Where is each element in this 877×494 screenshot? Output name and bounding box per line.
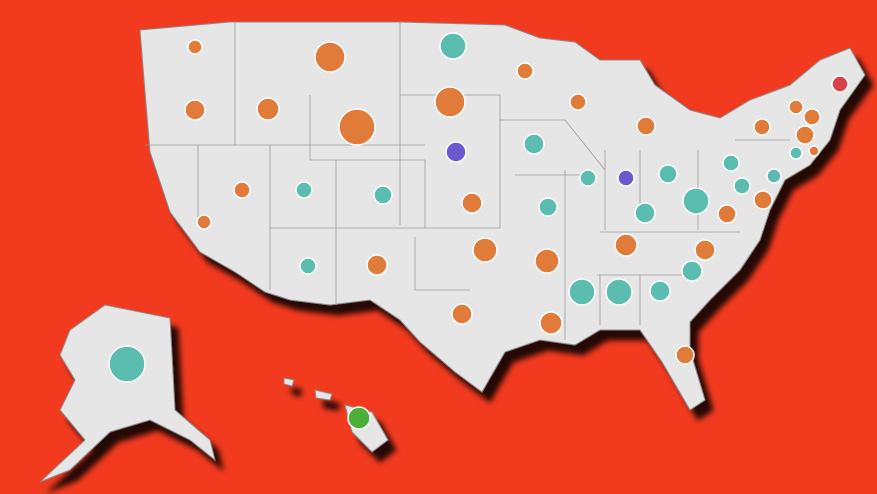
bubble	[682, 187, 710, 215]
bubble	[795, 125, 815, 145]
bubble	[347, 406, 371, 430]
bubble	[617, 169, 635, 187]
bubble	[568, 278, 596, 306]
bubble	[445, 141, 467, 163]
lower-48	[139, 21, 866, 411]
bubble	[753, 118, 771, 136]
alaska	[39, 304, 216, 483]
bubble	[233, 181, 251, 199]
bubble	[579, 169, 597, 187]
bubble	[539, 311, 563, 335]
bubble	[694, 239, 716, 261]
bubble	[717, 204, 737, 224]
bubble	[472, 237, 498, 263]
bubble	[569, 93, 587, 111]
bubble	[614, 233, 638, 257]
bubble	[187, 39, 203, 55]
bubble	[605, 278, 633, 306]
bubble	[634, 202, 656, 224]
bubble	[649, 280, 671, 302]
bubble	[461, 192, 483, 214]
bubbles	[108, 32, 849, 430]
bubble	[314, 41, 346, 73]
bubble	[808, 145, 820, 157]
bubble	[295, 181, 313, 199]
bubble	[439, 32, 467, 60]
bubble	[196, 214, 212, 230]
bubble	[256, 97, 280, 121]
bubble	[803, 108, 821, 126]
bubble	[789, 146, 803, 160]
bubble	[184, 99, 206, 121]
bubble	[658, 164, 678, 184]
bubble	[366, 254, 388, 276]
bubble	[722, 154, 740, 172]
bubble	[373, 185, 393, 205]
bubble	[753, 190, 773, 210]
bubble	[733, 177, 751, 195]
bubble	[523, 133, 545, 155]
bubble	[788, 99, 804, 115]
bubble	[766, 168, 782, 184]
bubble	[538, 197, 558, 217]
hawaii-islet	[314, 389, 333, 401]
bubble	[338, 108, 376, 146]
bubble	[534, 248, 560, 274]
bubble	[108, 345, 146, 383]
bubble	[516, 62, 534, 80]
bubble	[675, 345, 695, 365]
bubble	[681, 260, 703, 282]
bubble	[636, 116, 656, 136]
bubble	[299, 257, 317, 275]
hawaii-islet	[283, 377, 295, 387]
bubble	[831, 75, 849, 93]
bubble	[434, 86, 466, 118]
bubble	[451, 303, 473, 325]
